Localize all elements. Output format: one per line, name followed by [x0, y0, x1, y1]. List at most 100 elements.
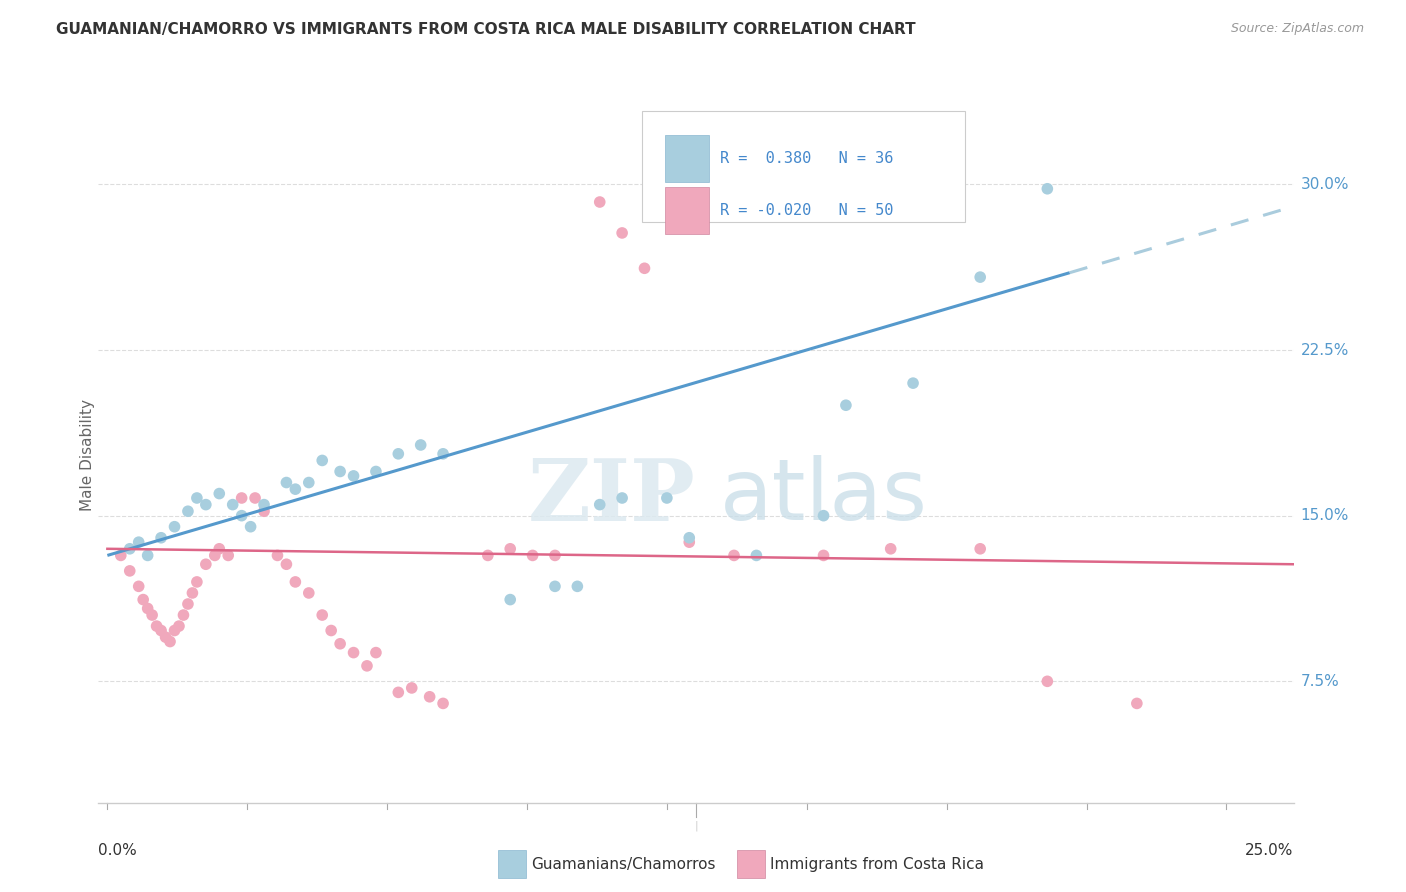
Text: 25.0%: 25.0%: [1246, 843, 1294, 858]
Point: [167, 619, 190, 633]
Text: 7.5%: 7.5%: [1301, 673, 1340, 689]
Point: [136, 549, 159, 563]
Point: [364, 465, 387, 479]
Y-axis label: Male Disability: Male Disability: [80, 399, 94, 511]
Point: [150, 624, 173, 638]
Point: [136, 601, 159, 615]
Point: [150, 531, 173, 545]
Text: atlas: atlas: [720, 455, 928, 538]
Point: [204, 549, 226, 563]
Point: [239, 519, 262, 533]
Point: [723, 549, 745, 563]
Point: [678, 531, 700, 545]
Point: [321, 624, 343, 638]
Point: [544, 579, 567, 593]
Point: [522, 549, 544, 563]
Point: [432, 447, 454, 461]
Text: Guamanians/Chamorros: Guamanians/Chamorros: [531, 856, 716, 871]
Point: [610, 491, 633, 505]
Point: [231, 491, 253, 505]
Point: [217, 549, 239, 563]
Point: [253, 504, 276, 518]
Point: [477, 549, 499, 563]
Point: [813, 508, 835, 523]
Point: [329, 465, 352, 479]
Text: 30.0%: 30.0%: [1301, 177, 1348, 192]
Point: [194, 558, 217, 572]
Point: [141, 608, 163, 623]
Point: [155, 630, 177, 644]
Point: [745, 549, 768, 563]
FancyBboxPatch shape: [665, 135, 709, 182]
Point: [186, 491, 208, 505]
Point: [266, 549, 288, 563]
Point: [276, 475, 298, 490]
Point: [499, 541, 522, 556]
Point: [432, 697, 454, 711]
Text: Source: ZipAtlas.com: Source: ZipAtlas.com: [1230, 22, 1364, 36]
Point: [128, 579, 150, 593]
Point: [177, 504, 200, 518]
Point: [194, 498, 217, 512]
Point: [499, 592, 522, 607]
Point: [118, 564, 141, 578]
Point: [342, 469, 364, 483]
Point: [969, 541, 991, 556]
Point: [118, 541, 141, 556]
FancyBboxPatch shape: [737, 850, 765, 878]
Point: [879, 541, 901, 556]
Point: [655, 491, 678, 505]
Point: [419, 690, 441, 704]
Point: [387, 685, 409, 699]
Point: [610, 226, 633, 240]
Point: [356, 658, 378, 673]
Point: [813, 549, 835, 563]
Point: [387, 447, 409, 461]
Point: [186, 574, 208, 589]
Text: R =  0.380   N = 36: R = 0.380 N = 36: [720, 151, 893, 166]
Point: [110, 549, 132, 563]
Point: [364, 646, 387, 660]
FancyBboxPatch shape: [665, 187, 709, 234]
Point: [159, 634, 181, 648]
Point: [208, 486, 231, 500]
Point: [298, 586, 321, 600]
Point: [231, 508, 253, 523]
Point: [329, 637, 352, 651]
Point: [342, 646, 364, 660]
Text: 22.5%: 22.5%: [1301, 343, 1348, 358]
Point: [311, 453, 333, 467]
Point: [253, 498, 276, 512]
Point: [401, 681, 423, 695]
Point: [163, 624, 186, 638]
Text: Immigrants from Costa Rica: Immigrants from Costa Rica: [770, 856, 984, 871]
Point: [163, 519, 186, 533]
FancyBboxPatch shape: [498, 850, 526, 878]
Point: [222, 498, 245, 512]
Point: [1126, 697, 1149, 711]
Point: [678, 535, 700, 549]
Point: [243, 491, 266, 505]
Point: [181, 586, 204, 600]
Point: [544, 549, 567, 563]
Text: |: |: [695, 821, 697, 831]
Text: GUAMANIAN/CHAMORRO VS IMMIGRANTS FROM COSTA RICA MALE DISABILITY CORRELATION CHA: GUAMANIAN/CHAMORRO VS IMMIGRANTS FROM CO…: [56, 22, 915, 37]
Point: [901, 376, 924, 391]
Point: [1036, 182, 1059, 196]
Point: [145, 619, 167, 633]
Point: [409, 438, 432, 452]
Point: [177, 597, 200, 611]
Point: [311, 608, 333, 623]
Point: [132, 592, 155, 607]
Text: R = -0.020   N = 50: R = -0.020 N = 50: [720, 203, 893, 218]
Point: [298, 475, 321, 490]
Point: [284, 574, 307, 589]
Point: [284, 482, 307, 496]
Point: [969, 270, 991, 285]
Point: [589, 498, 612, 512]
Point: [172, 608, 194, 623]
Point: [1036, 674, 1059, 689]
Point: [633, 261, 655, 276]
Point: [208, 541, 231, 556]
Point: [589, 194, 612, 209]
